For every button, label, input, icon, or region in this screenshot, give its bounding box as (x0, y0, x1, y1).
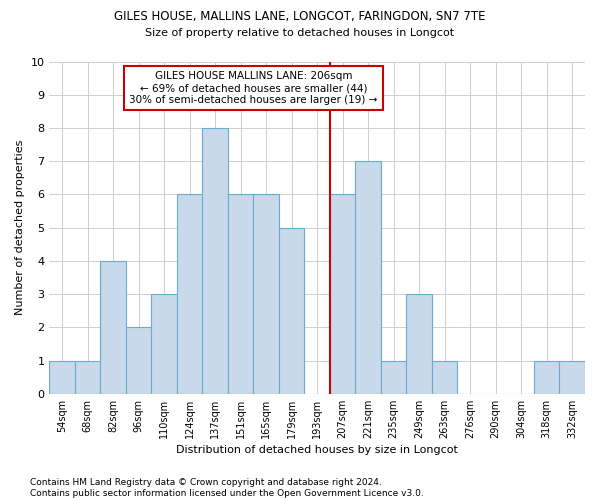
Text: Contains HM Land Registry data © Crown copyright and database right 2024.
Contai: Contains HM Land Registry data © Crown c… (30, 478, 424, 498)
Bar (126, 328, 151, 394)
Bar (432, 360, 457, 394)
Bar (202, 128, 228, 394)
Text: Size of property relative to detached houses in Longcot: Size of property relative to detached ho… (145, 28, 455, 38)
Text: GILES HOUSE MALLINS LANE: 206sqm
← 69% of detached houses are smaller (44)
30% o: GILES HOUSE MALLINS LANE: 206sqm ← 69% o… (129, 72, 377, 104)
Bar (75, 360, 100, 394)
Bar (151, 294, 177, 394)
Y-axis label: Number of detached properties: Number of detached properties (15, 140, 25, 316)
Bar (406, 294, 432, 394)
Bar (253, 194, 279, 394)
Bar (381, 360, 406, 394)
Bar (559, 360, 585, 394)
Bar (49, 360, 75, 394)
Bar (228, 194, 253, 394)
Bar (177, 194, 202, 394)
Text: GILES HOUSE, MALLINS LANE, LONGCOT, FARINGDON, SN7 7TE: GILES HOUSE, MALLINS LANE, LONGCOT, FARI… (114, 10, 486, 23)
Bar (355, 161, 381, 394)
Bar (279, 228, 304, 394)
Bar (534, 360, 559, 394)
Bar (330, 194, 355, 394)
X-axis label: Distribution of detached houses by size in Longcot: Distribution of detached houses by size … (176, 445, 458, 455)
Bar (100, 261, 126, 394)
